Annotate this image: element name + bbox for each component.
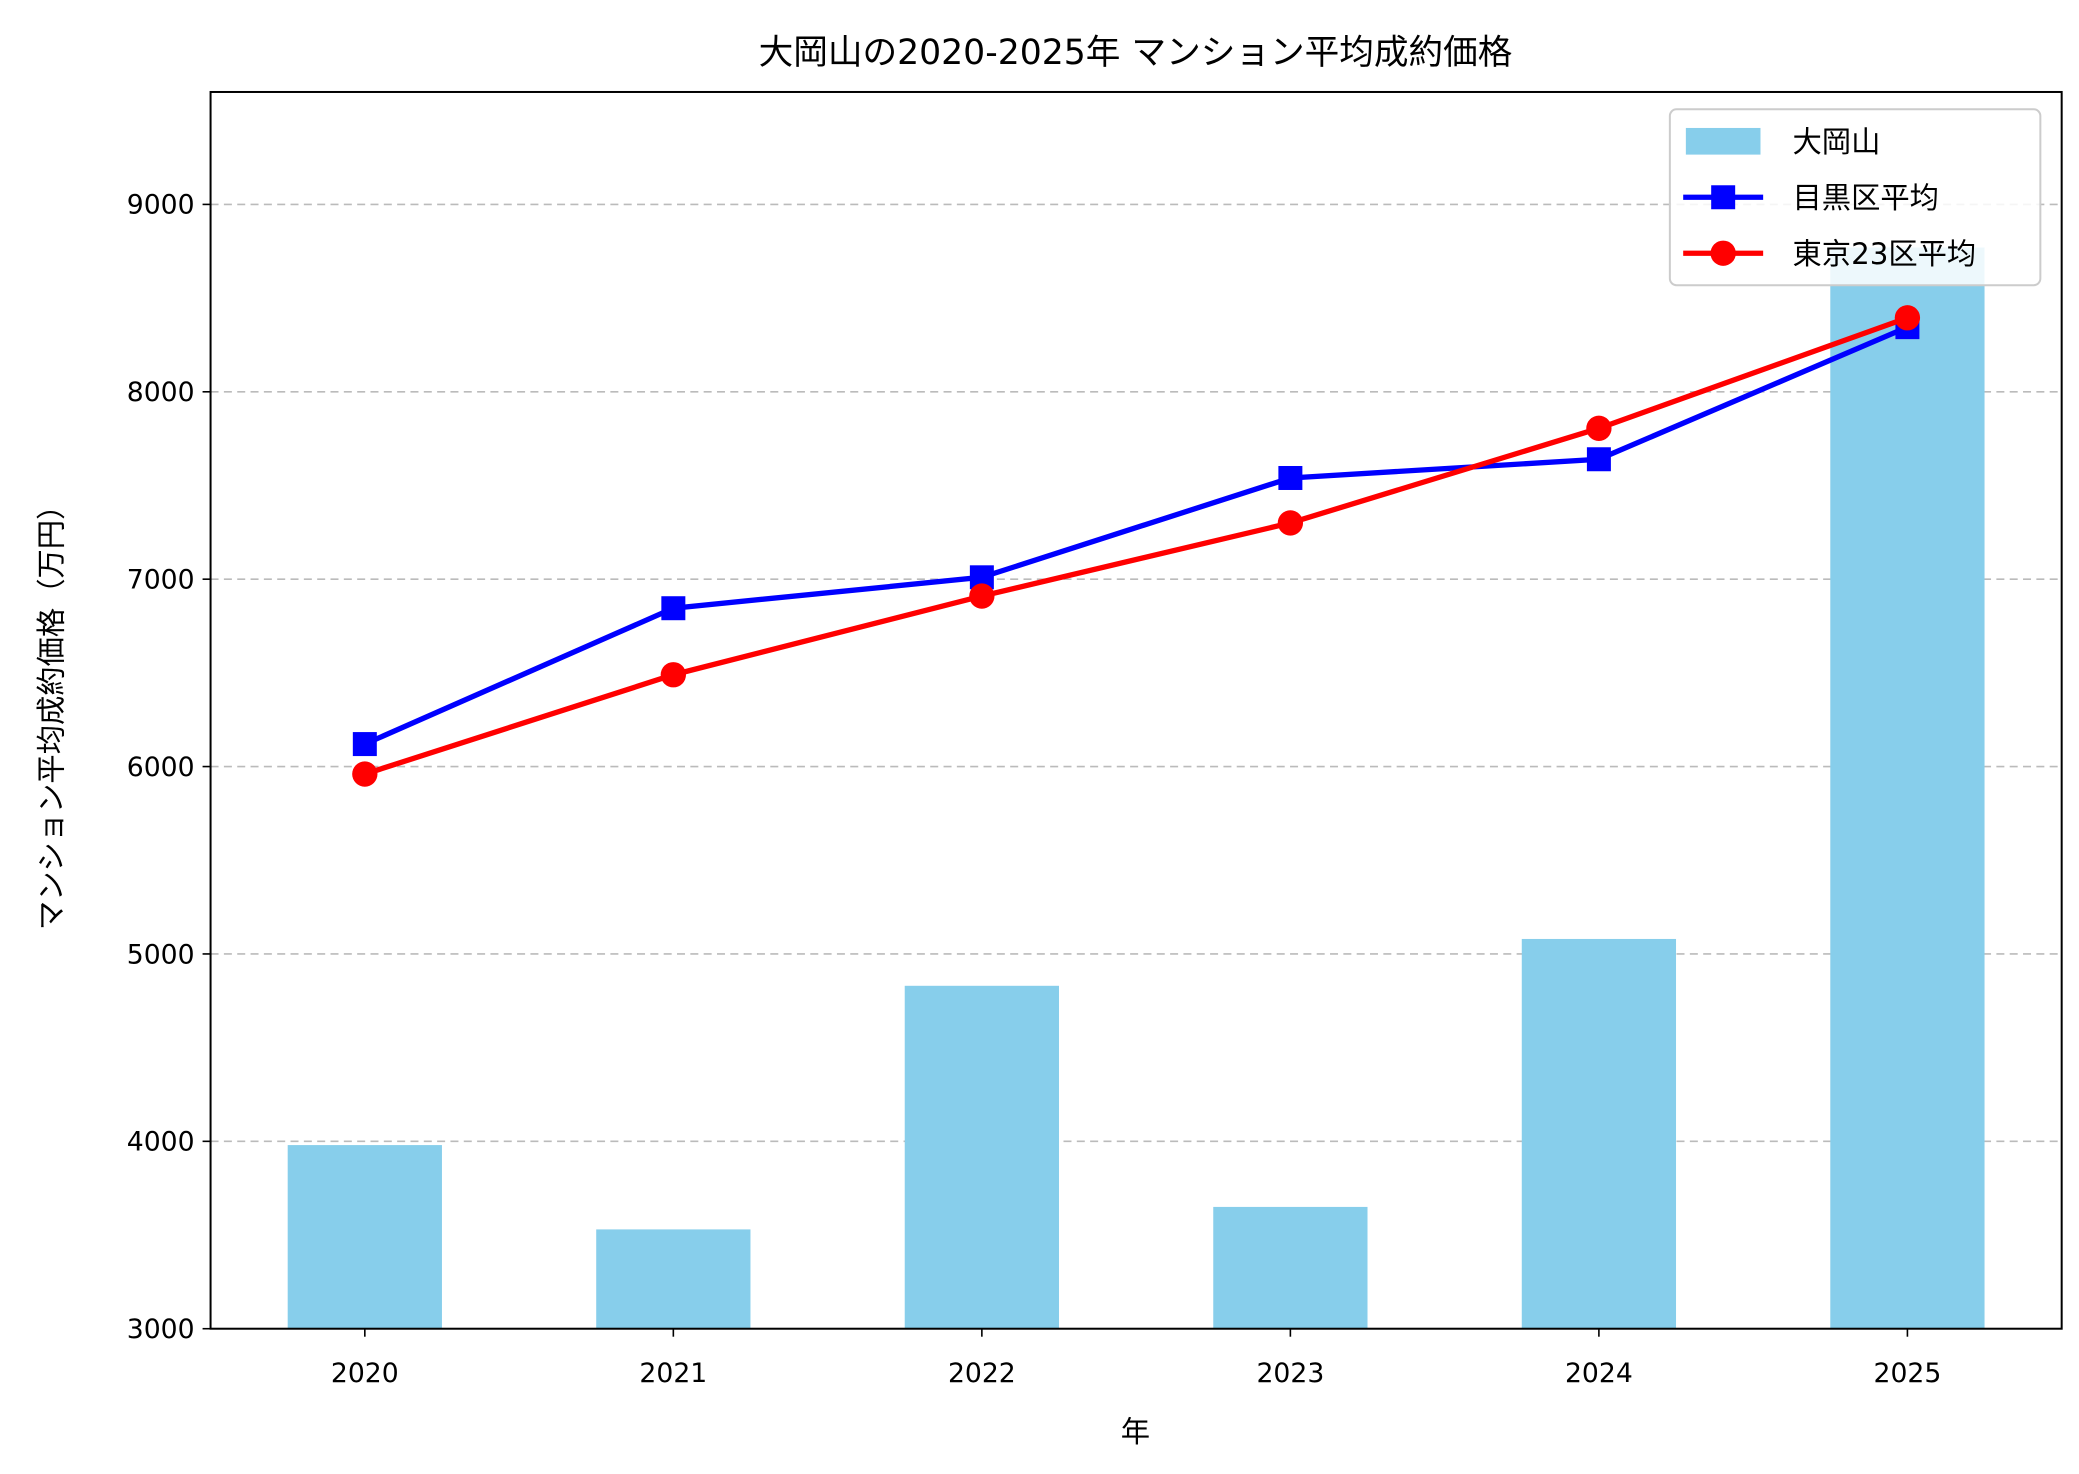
x-tick-label: 2023 [1256,1358,1324,1389]
legend-swatch [1685,127,1761,155]
y-axis-label: マンション平均成約価格（万円） [34,491,68,930]
plot-frame [209,90,2063,1330]
point-marker [352,732,377,757]
legend-label: 東京23区平均 [1792,237,1976,271]
legend-label: 大岡山 [1792,125,1880,159]
y-tick-label: 7000 [127,565,195,596]
x-tick-label: 2021 [639,1358,707,1389]
x-tick-label: 2020 [331,1358,399,1389]
bar-2024 [1521,938,1677,1329]
x-tick-label: 2022 [948,1358,1016,1389]
legend-marker [1710,240,1736,266]
x-tick-label: 2025 [1874,1358,1942,1389]
point-marker [352,761,378,787]
bar-2025 [1830,247,1985,1329]
bar-2022 [904,985,1059,1329]
point-marker [1586,447,1611,472]
y-tick-label: 8000 [127,377,195,408]
point-marker [969,565,994,590]
point-marker [1894,305,1921,331]
legend-marker [1711,185,1736,210]
x-tick-label: 2024 [1565,1358,1633,1389]
y-tick-label: 3000 [127,1314,195,1345]
point-marker [1586,415,1612,441]
x-axis-label: 年 [1121,1415,1150,1449]
y-tick-label: 4000 [127,1127,195,1158]
bar-2021 [596,1229,751,1329]
point-marker [661,596,686,621]
y-tick-label: 9000 [127,190,195,221]
point-marker [1278,465,1303,490]
y-tick-label: 6000 [127,752,195,783]
series-line-2 [364,315,1909,777]
point-marker [660,662,687,688]
series-line-1 [363,324,1909,747]
legend-label: 目黒区平均 [1792,181,1938,215]
bar-2023 [1213,1206,1368,1329]
bar-2020 [287,1145,442,1329]
point-marker [1277,510,1304,536]
chart-title: 大岡山の2020-2025年 マンション平均成約価格 [759,33,1513,73]
y-tick-label: 5000 [127,939,195,970]
point-marker [969,583,995,609]
